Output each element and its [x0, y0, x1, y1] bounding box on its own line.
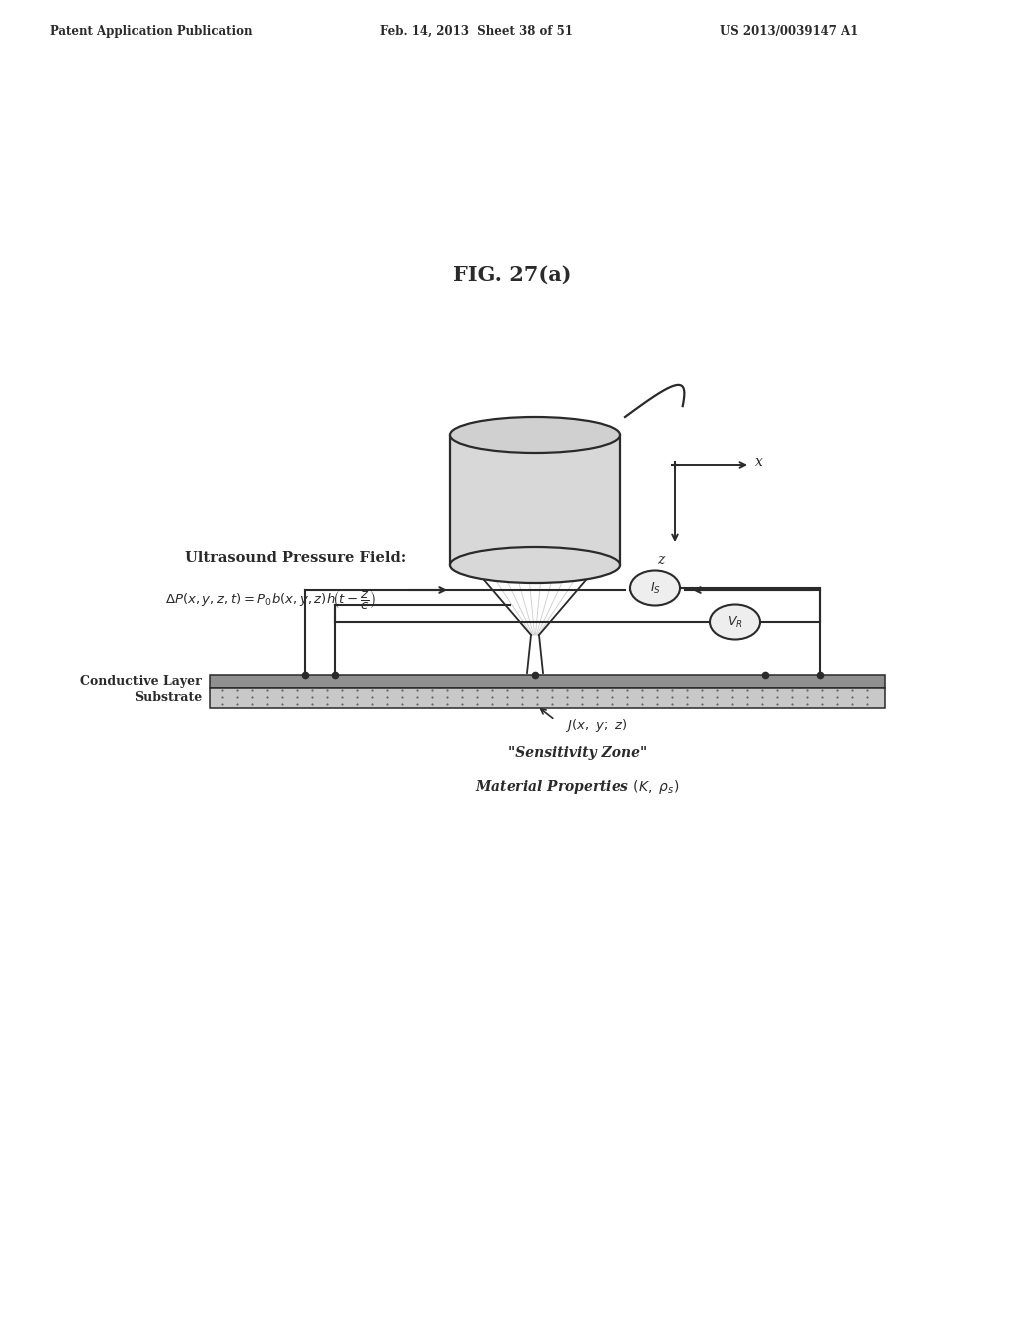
Text: Substrate: Substrate	[134, 692, 202, 705]
Text: x: x	[755, 455, 763, 469]
Ellipse shape	[630, 570, 680, 606]
Text: $\Delta P(x, y, z, t)= P_0 b(x, y, z)h\!\left(t-\dfrac{z}{c}\right)$: $\Delta P(x, y, z, t)= P_0 b(x, y, z)h\!…	[165, 590, 376, 612]
Text: $I_S$: $I_S$	[649, 581, 660, 595]
Text: $V_R$: $V_R$	[727, 614, 742, 630]
Text: Conductive Layer: Conductive Layer	[80, 675, 202, 688]
Text: Material Properties $(K,\ \rho_s)$: Material Properties $(K,\ \rho_s)$	[475, 777, 680, 796]
Text: US 2013/0039147 A1: US 2013/0039147 A1	[720, 25, 858, 38]
Ellipse shape	[710, 605, 760, 639]
Ellipse shape	[450, 546, 620, 583]
Text: "Sensitivity Zone": "Sensitivity Zone"	[508, 746, 647, 760]
Text: Patent Application Publication: Patent Application Publication	[50, 25, 253, 38]
Polygon shape	[210, 688, 885, 708]
Text: FIG. 27(a): FIG. 27(a)	[453, 265, 571, 285]
Text: z: z	[657, 553, 665, 568]
Text: Ultrasound Pressure Field:: Ultrasound Pressure Field:	[185, 550, 407, 565]
Text: $J(x,\ y;\ z)$: $J(x,\ y;\ z)$	[565, 717, 628, 734]
Polygon shape	[450, 436, 620, 565]
Ellipse shape	[450, 417, 620, 453]
Text: Feb. 14, 2013  Sheet 38 of 51: Feb. 14, 2013 Sheet 38 of 51	[380, 25, 572, 38]
Polygon shape	[210, 675, 885, 688]
